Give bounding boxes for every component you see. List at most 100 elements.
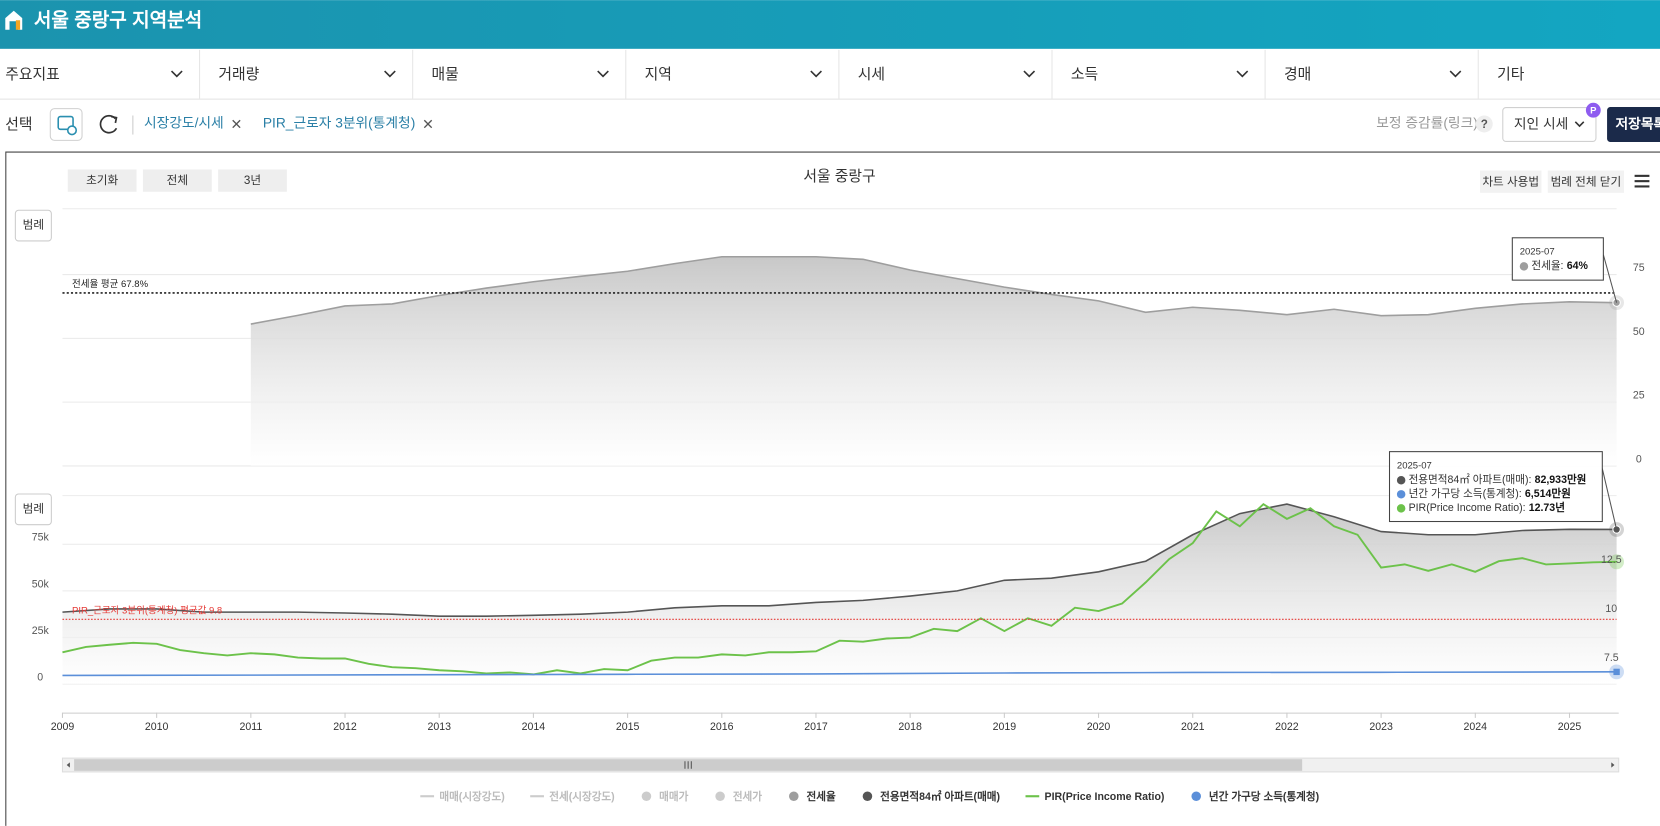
chip-text: 시장강도/시세 (144, 116, 224, 131)
range-button[interactable] (142, 169, 212, 192)
chip-remove[interactable] (423, 119, 433, 129)
legend-item[interactable]: 전세가 (733, 790, 762, 803)
menu-icon[interactable] (1634, 174, 1650, 188)
nav-item[interactable]: 소득 (1071, 67, 1098, 83)
y2-tick-label: 12.5 (1601, 554, 1622, 566)
dropdown-chevron (1574, 121, 1585, 128)
reference-label: PIR_근로자 3분위(통계청) 평균값 9.8 (72, 604, 222, 616)
x-tick-label: 2019 (993, 721, 1017, 733)
legend-marker (715, 791, 725, 802)
link-text[interactable]: 보정 증감률(링크) (1376, 116, 1478, 131)
x-tick-label: 2018 (898, 721, 922, 733)
tooltip-value: 6,514만원 (1525, 487, 1571, 500)
legend-item[interactable]: 매매(시장강도) (439, 790, 504, 803)
toolbar-button[interactable] (1480, 170, 1542, 193)
legend-item[interactable]: 전세율 (806, 790, 835, 803)
settings-icon (57, 115, 74, 131)
y-tick-label: 0 (1636, 453, 1642, 465)
tooltip-label: 전세율: (1531, 260, 1563, 272)
endpoint-marker (1612, 298, 1621, 307)
tooltip-label: PIR(Price Income Ratio): (1409, 502, 1526, 514)
range-button[interactable] (67, 169, 137, 192)
nav-item[interactable]: 거래량 (218, 66, 259, 83)
chip-remove[interactable] (232, 119, 241, 129)
toolbar-button[interactable] (1547, 170, 1625, 193)
x-tick-label: 2012 (333, 721, 357, 733)
endpoint-halo (1609, 554, 1625, 570)
toolbar-button-text: 차트 사용법 (1482, 175, 1539, 188)
nav-chevron (1236, 70, 1249, 78)
settings-button[interactable] (49, 108, 83, 141)
badge (1585, 102, 1601, 118)
nav-bar: 주요지표 거래량 매물 지역 시세 소득 경매 기타 (5, 49, 1525, 99)
x-tick-label: 2010 (145, 721, 169, 733)
legend-marker (862, 791, 873, 802)
y-tick-label: 75 (1633, 262, 1645, 274)
legend-item[interactable]: 매매가 (659, 790, 688, 803)
nav-chevron (1023, 70, 1036, 78)
legend-item[interactable]: 년간 가구당 소득(통계청) (1209, 790, 1319, 803)
nav-chevron (810, 70, 822, 78)
tooltip-dot (1396, 504, 1406, 513)
nav-item[interactable]: 기타 (1497, 66, 1525, 83)
nav-item[interactable]: 시세 (858, 66, 885, 83)
endpoint-marker (1613, 668, 1620, 676)
range-button[interactable] (218, 169, 287, 192)
x-tick-label: 2025 (1558, 721, 1582, 733)
series-line (62, 502, 1617, 676)
y-tick-label: 75k (32, 532, 50, 544)
nav-item[interactable]: 매물 (432, 66, 459, 83)
x-tick-label: 2020 (1087, 721, 1111, 733)
x-tick-label: 2024 (1464, 721, 1488, 733)
nav-item[interactable]: 지역 (645, 66, 672, 83)
tooltip-dot (1519, 262, 1529, 271)
badge-text: P (1590, 105, 1597, 116)
help-circle[interactable] (1475, 115, 1493, 133)
legend-button-text: 범례 (23, 219, 44, 232)
x-tick-label: 2023 (1369, 721, 1393, 733)
legend-button[interactable] (14, 493, 52, 526)
chart-title: 서울 중랑구 (803, 168, 875, 185)
header-bar (0, 0, 1660, 49)
legend-item[interactable]: 전세(시장강도) (549, 790, 614, 803)
nav-chevron (384, 70, 396, 78)
chart-panel (5, 151, 1660, 826)
x-tick-label: 2015 (616, 721, 640, 733)
save-button[interactable] (1607, 107, 1660, 142)
tooltip-value: 82,933만원 (1535, 473, 1587, 486)
range-button-text: 전체 (167, 174, 188, 187)
x-tick-label: 2017 (804, 721, 828, 733)
tooltip-connector (1602, 254, 1618, 303)
y2-tick-label: 7.5 (1604, 652, 1619, 664)
legend-item[interactable]: 전용면적84㎡ 아파트(매매) (880, 790, 1000, 803)
nav-item[interactable]: 주요지표 (5, 66, 60, 83)
series-line (250, 255, 1617, 325)
series-line (62, 671, 1617, 677)
refresh-arrow (110, 115, 118, 124)
nav-item[interactable]: 경매 (1284, 66, 1311, 83)
tooltip-date: 2025-07 (1397, 460, 1432, 471)
nav-chevron (1449, 70, 1462, 78)
help-text: ? (1481, 118, 1488, 131)
refresh-icon[interactable] (99, 114, 118, 134)
tooltip-dot (1396, 475, 1406, 485)
dropdown-text: 지인 시세 (1514, 117, 1568, 132)
tooltip-value: 64% (1567, 260, 1589, 272)
scrollbar-grip (684, 761, 692, 769)
chart-toolbar: 초기화 전체 3년 차트 사용법 범례 전체 닫기 (67, 169, 1625, 193)
chip-text: PIR_근로자 3분위(통계청) (263, 116, 415, 131)
selection-label: 선택 (5, 116, 32, 133)
x-tick-label: 2016 (710, 721, 734, 733)
tooltip-box (1511, 237, 1604, 281)
dropdown[interactable] (1502, 107, 1597, 142)
legend-item[interactable]: PIR(Price Income Ratio) (1045, 791, 1165, 803)
legend-marker (1191, 791, 1201, 802)
legend-button[interactable] (14, 209, 52, 242)
legend-marker (641, 791, 652, 802)
tooltip-date: 2025-07 (1520, 247, 1555, 258)
tooltip-label: 년간 가구당 소득(통계청): (1409, 488, 1522, 500)
series-line (62, 503, 1617, 617)
save-button-text: 저장목록 (1616, 116, 1660, 132)
